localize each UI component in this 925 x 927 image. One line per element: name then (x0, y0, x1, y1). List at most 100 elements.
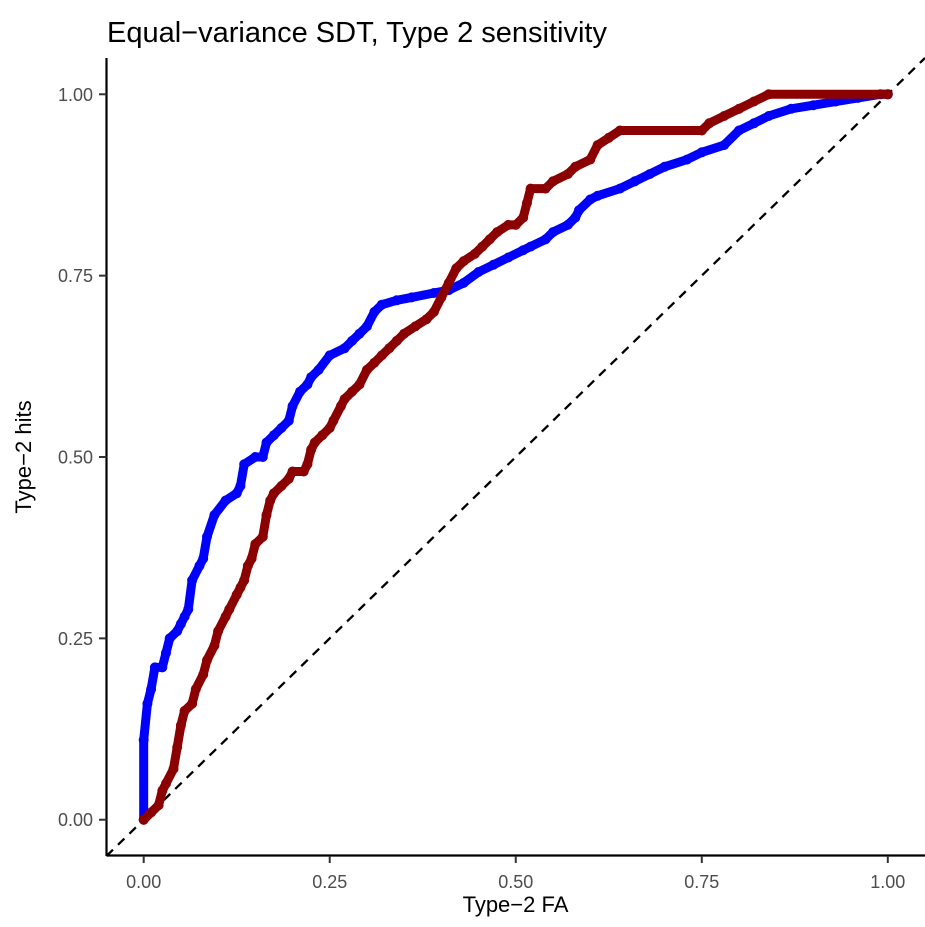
series-1-point-21 (246, 553, 257, 564)
x-tick-label-0: 0.00 (126, 872, 161, 892)
series-1-point-10 (190, 684, 201, 695)
series-1-point-12 (202, 655, 212, 666)
series-0-point-49 (540, 234, 551, 245)
series-1-point-42 (369, 357, 380, 368)
series-1-point-41 (361, 364, 372, 375)
series-0-point-64 (748, 118, 759, 129)
series-1-point-1 (146, 807, 157, 818)
series-0-point-66 (786, 103, 797, 114)
y-tick-label-1: 0.25 (58, 629, 93, 649)
series-0-point-55 (592, 190, 603, 201)
chart-title: Equal−variance SDT, Type 2 sensitivity (107, 17, 607, 49)
series-0-point-24 (268, 430, 279, 441)
series-0-point-37 (369, 306, 380, 317)
series-0-point-1 (138, 734, 149, 745)
series-1-point-49 (428, 306, 439, 317)
series-0-point-53 (574, 205, 584, 216)
series-0-point-22 (257, 452, 268, 462)
series-0-point-2 (142, 698, 153, 709)
series-1-point-72 (704, 118, 715, 129)
series-1-point-46 (399, 328, 410, 339)
series-1-point-6 (172, 742, 183, 753)
series-1-point-40 (354, 379, 365, 390)
series-0-point-20 (239, 459, 250, 470)
series-1-point-57 (492, 227, 503, 238)
series-0-point-43 (458, 277, 469, 288)
series-0-point-7 (164, 633, 175, 644)
x-axis-title: Type−2 FA (463, 892, 569, 917)
series-0-point-39 (391, 295, 402, 306)
series-0-point-51 (562, 219, 573, 230)
series-0 (138, 89, 893, 825)
series-0-point-41 (428, 288, 439, 298)
series-1-point-5 (168, 763, 179, 774)
series-1-point-44 (384, 343, 395, 354)
plot-area (105, 57, 925, 857)
series-1-point-7 (175, 720, 186, 731)
series-1-point-48 (421, 314, 432, 325)
series-1-point-43 (376, 350, 387, 361)
series-1-point-2 (153, 800, 164, 811)
series-1-point-26 (268, 488, 279, 499)
series-0-point-11 (183, 604, 194, 615)
series-1-point-27 (276, 481, 287, 491)
series-0-point-3 (146, 684, 157, 695)
series-0-point-62 (719, 140, 730, 151)
series-0-point-56 (614, 183, 625, 194)
series-0-point-6 (161, 647, 171, 658)
series-1-point-23 (257, 531, 268, 542)
x-axis-ticks: 0.00 0.25 0.50 0.75 1.00 (126, 856, 905, 892)
series-0-point-65 (763, 111, 774, 121)
series-1-point-38 (339, 394, 350, 404)
series-1-point-60 (518, 212, 529, 223)
series-0-point-63 (734, 125, 744, 136)
series-0-point-45 (488, 259, 499, 270)
series-0-point-30 (306, 372, 317, 383)
x-tick-label-1: 0.25 (312, 872, 347, 892)
series-0-point-47 (518, 245, 529, 256)
series-1-point-0 (138, 814, 149, 825)
series-0-point-48 (525, 241, 536, 252)
series-1-point-50 (436, 292, 447, 303)
series-1-point-51 (443, 277, 454, 288)
series-0-point-33 (339, 343, 350, 354)
series-0-point-68 (830, 96, 841, 107)
series-0-point-60 (681, 154, 692, 165)
series-1-point-31 (302, 459, 313, 470)
y-tick-label-4: 1.00 (58, 85, 93, 105)
series-1-point-8 (179, 705, 190, 716)
series-0-point-34 (347, 335, 357, 346)
series-1 (138, 89, 893, 825)
y-axis-title: Type−2 hits (11, 400, 36, 513)
series-1-point-70 (614, 125, 625, 136)
series-1-point-77 (882, 89, 893, 100)
series-1-point-64 (548, 176, 558, 187)
series-0-point-31 (313, 364, 324, 375)
series-0-point-21 (250, 452, 261, 462)
series-0-point-17 (220, 495, 231, 506)
series-1-point-19 (239, 575, 250, 586)
series-0-point-27 (287, 401, 298, 412)
series-0-point-46 (503, 252, 514, 263)
series-1-point-29 (287, 466, 298, 477)
series-1-point-73 (719, 111, 730, 121)
series-1-point-11 (198, 669, 209, 680)
x-tick-label-4: 1.00 (870, 872, 905, 892)
series-1-point-74 (734, 103, 744, 114)
y-tick-label-0: 0.00 (58, 810, 93, 830)
series-0-point-12 (187, 575, 198, 586)
series-0-point-40 (406, 292, 417, 303)
x-tick-label-3: 0.75 (684, 872, 719, 892)
series-0-point-19 (235, 481, 246, 491)
series-0-point-67 (808, 100, 819, 111)
series-1-point-52 (451, 263, 462, 274)
series-1-point-71 (696, 125, 707, 136)
series-0-point-15 (202, 531, 212, 542)
series-1-point-67 (585, 154, 596, 165)
series-1-point-13 (209, 640, 220, 651)
series-0-point-16 (209, 510, 220, 520)
series-1-point-22 (250, 539, 261, 550)
series-1-point-24 (261, 510, 272, 520)
series-1-point-36 (328, 415, 339, 426)
series-layer (138, 89, 893, 825)
